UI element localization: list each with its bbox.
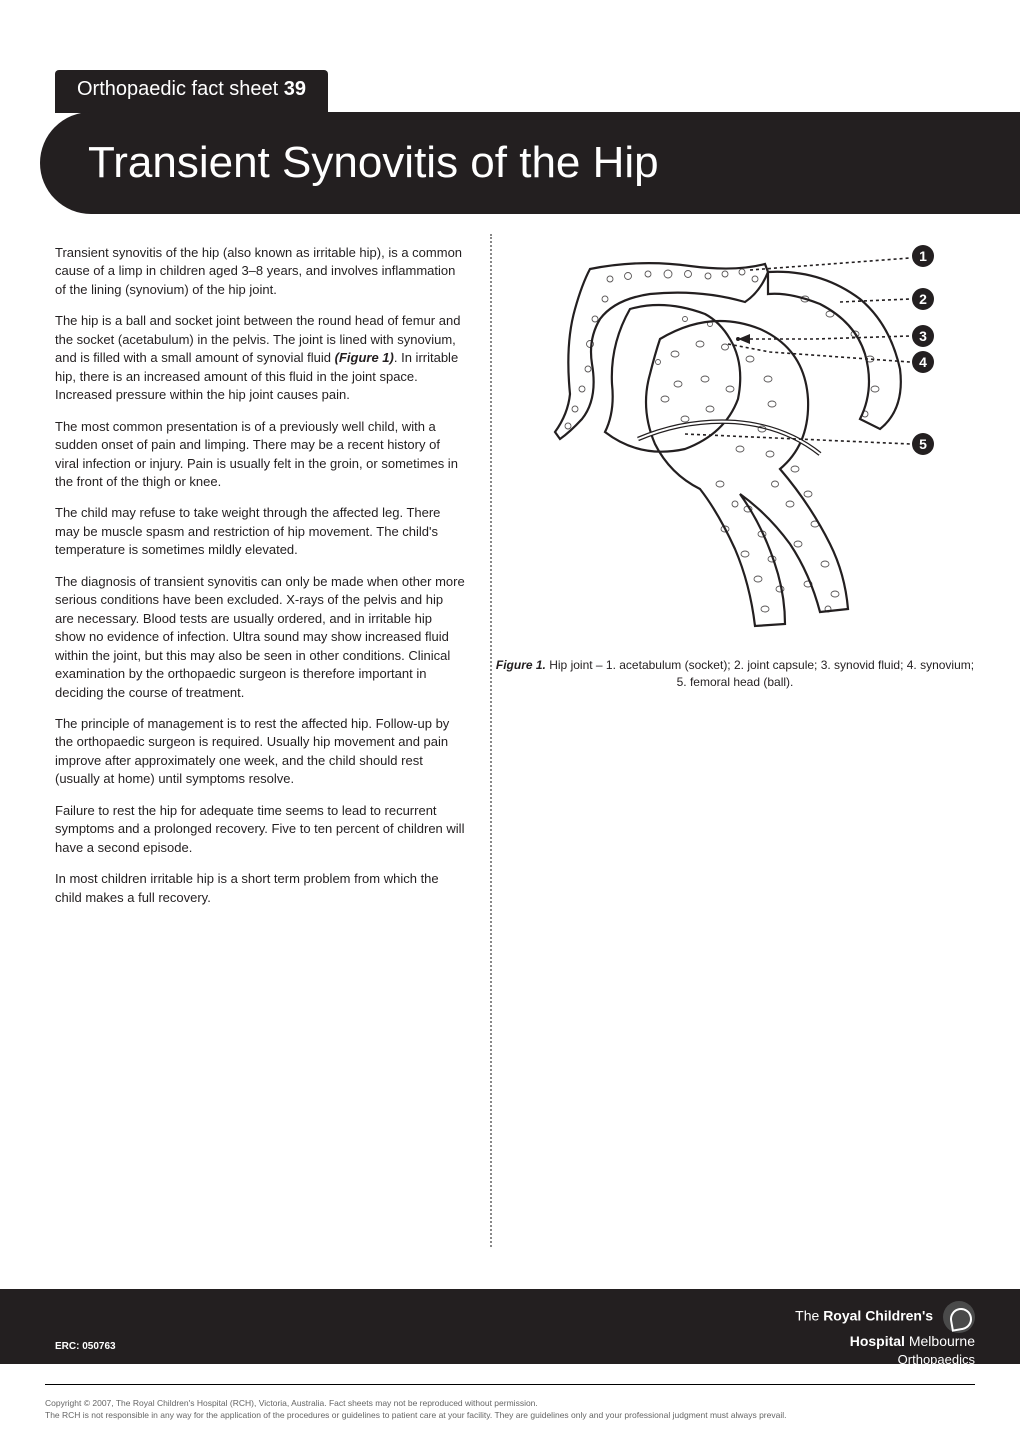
hospital-logo-block: The Royal Children's Hospital Melbourne … (795, 1301, 975, 1367)
figure-label-5: 5 (919, 436, 927, 452)
body-paragraph: The child may refuse to take weight thro… (55, 504, 465, 559)
figure-label-3: 3 (919, 328, 927, 344)
body-paragraph: Failure to rest the hip for adequate tim… (55, 802, 465, 857)
body-text-column: Transient synovitis of the hip (also kno… (55, 244, 465, 920)
logo-hospital: Hospital (850, 1333, 909, 1349)
logo-line-1: The Royal Children's (795, 1301, 975, 1333)
page-title: Transient Synovitis of the Hip (88, 138, 1000, 188)
figure-caption-text: Hip joint – 1. acetabulum (socket); 2. j… (546, 658, 974, 689)
logo-melbourne: Melbourne (909, 1333, 975, 1349)
title-bar: Transient Synovitis of the Hip (40, 112, 1020, 214)
figure-label-2: 2 (919, 291, 927, 307)
logo-pre: The (795, 1308, 823, 1324)
body-paragraph: The principle of management is to rest t… (55, 715, 465, 789)
logo-royal: Royal Children's (823, 1308, 933, 1324)
disclaimer-line-2: The RCH is not responsible in any way fo… (45, 1409, 975, 1422)
body-paragraph: Transient synovitis of the hip (also kno… (55, 244, 465, 299)
hip-joint-diagram: 1 2 3 4 5 (510, 244, 960, 644)
body-paragraph: The hip is a ball and socket joint betwe… (55, 312, 465, 404)
body-paragraph: The most common presentation is of a pre… (55, 418, 465, 492)
erc-code: ERC: 050763 (55, 1341, 116, 1352)
logo-icon (943, 1301, 975, 1333)
body-paragraph: In most children irritable hip is a shor… (55, 870, 465, 907)
disclaimer-block: Copyright © 2007, The Royal Children's H… (45, 1384, 975, 1423)
body-paragraph: The diagnosis of transient synovitis can… (55, 573, 465, 702)
figure-caption-bold: Figure 1. (496, 658, 546, 672)
figure-label-group: 1 2 3 4 5 (912, 245, 934, 455)
logo-department: Orthopaedics (795, 1352, 975, 1367)
figure-label-4: 4 (919, 354, 927, 370)
disclaimer-line-1: Copyright © 2007, The Royal Children's H… (45, 1397, 975, 1410)
tab-prefix: Orthopaedic fact sheet (77, 78, 284, 100)
logo-line-2: Hospital Melbourne (795, 1333, 975, 1349)
figure-label-1: 1 (919, 248, 927, 264)
hip-joint-figure: 1 2 3 4 5 Figure 1. Hip joint – 1. aceta… (495, 244, 975, 691)
figure-caption: Figure 1. Hip joint – 1. acetabulum (soc… (495, 657, 975, 691)
fact-sheet-tab: Orthopaedic fact sheet 39 (55, 70, 328, 113)
tab-number: 39 (284, 78, 306, 100)
